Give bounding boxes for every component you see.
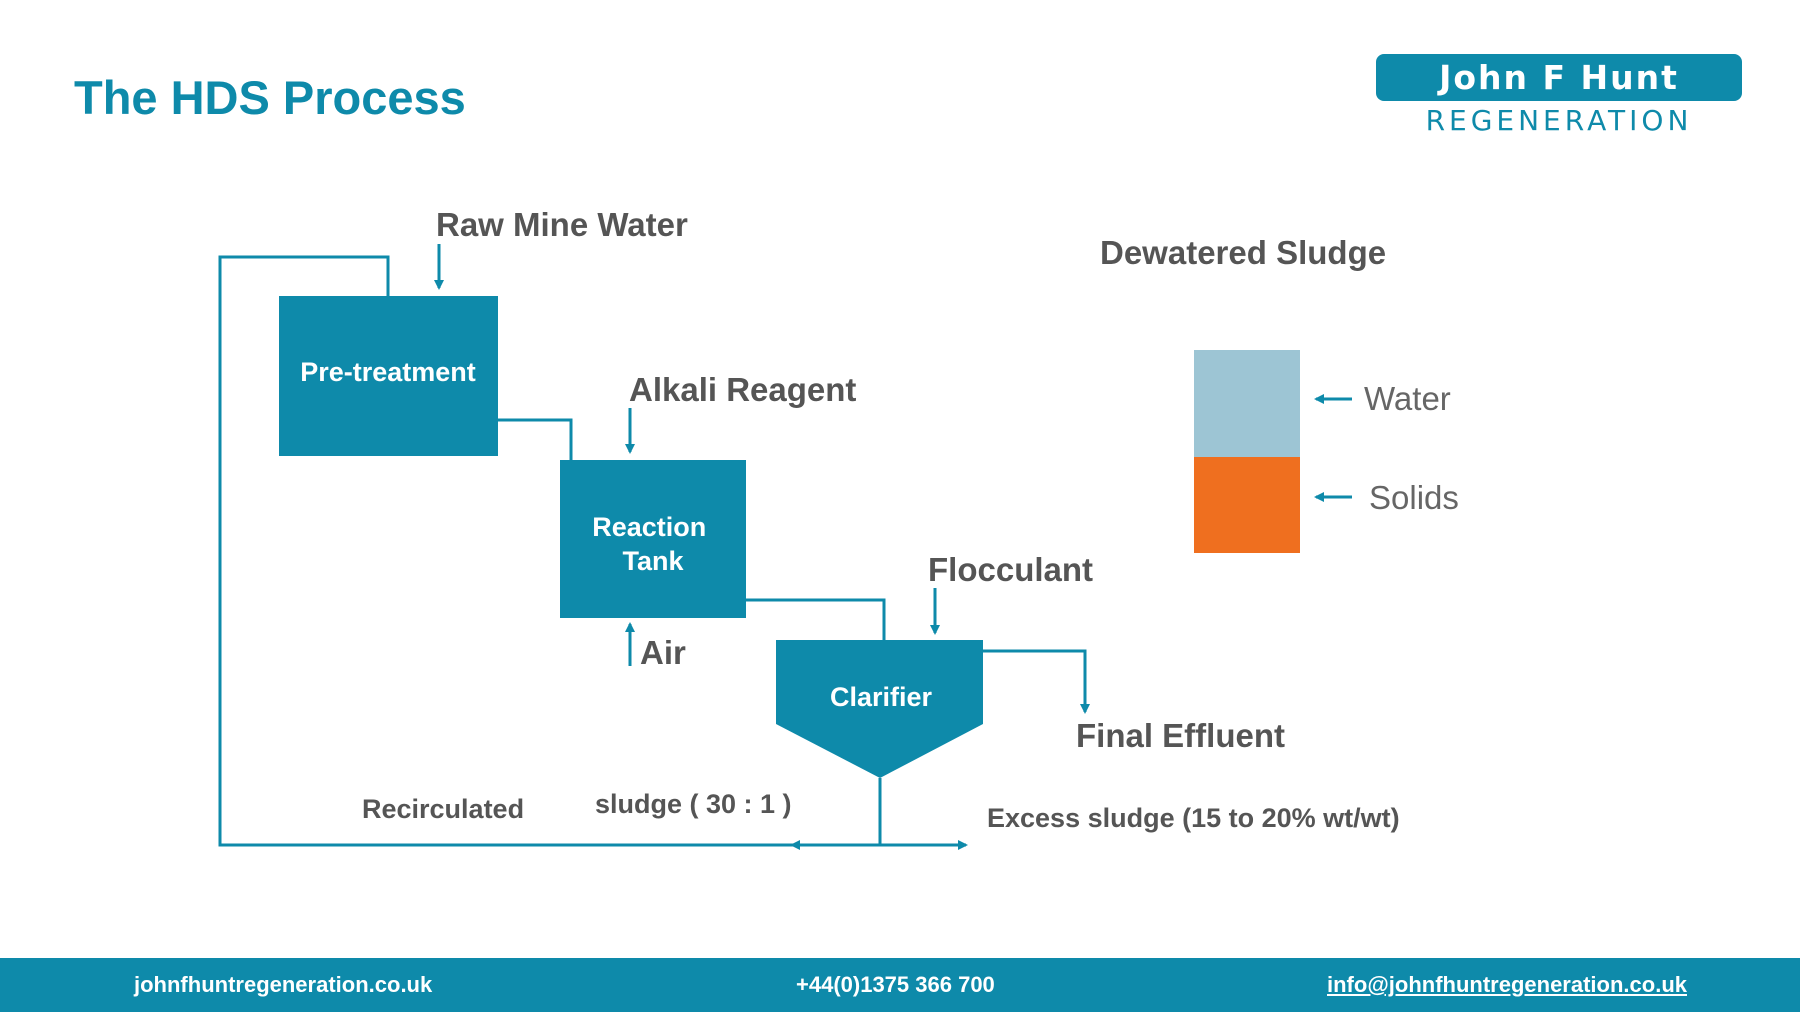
final-effluent-line: [983, 649, 1090, 714]
reaction-to-clarifier-line: [746, 598, 886, 640]
footer-website-link[interactable]: johnfhuntregeneration.co.uk: [134, 972, 433, 997]
legend-title: Dewatered Sludge: [1100, 234, 1386, 271]
alkali-reagent-label: Alkali Reagent: [629, 371, 856, 408]
excess-sludge-label: Excess sludge (15 to 20% wt/wt): [987, 803, 1400, 833]
final-effluent-label: Final Effluent: [1076, 717, 1285, 754]
solids-label: Solids: [1369, 479, 1459, 516]
footer-phone: +44(0)1375 366 700: [796, 972, 995, 997]
air-label: Air: [640, 634, 686, 671]
flocculant-label: Flocculant: [928, 551, 1093, 588]
clarifier-label: Clarifier: [830, 682, 933, 712]
pretreatment-label: Pre-treatment: [300, 357, 476, 387]
raw-mine-water-label: Raw Mine Water: [436, 206, 688, 243]
recirculated-ratio-label: sludge ( 30 : 1 ): [595, 789, 792, 819]
water-layer: [1194, 350, 1300, 457]
reaction-tank-box: [560, 460, 746, 618]
reaction-tank-label-line1: Reaction: [592, 512, 706, 542]
logo-name: John F Hunt: [1376, 54, 1742, 101]
clarifier-shape: [776, 640, 983, 778]
reaction-tank-label: Reaction Tank: [592, 512, 714, 576]
page-title: The HDS Process: [74, 71, 466, 124]
footer-email-link[interactable]: info@johnfhuntregeneration.co.uk: [1327, 972, 1687, 997]
company-logo: John F Hunt REGENERATION: [1376, 54, 1742, 140]
water-label: Water: [1364, 380, 1451, 417]
reaction-tank-label-line2: Tank: [622, 546, 684, 576]
recirculated-label: Recirculated: [362, 794, 524, 824]
pretreatment-to-reaction-line: [498, 418, 573, 460]
solids-layer: [1194, 457, 1300, 553]
hds-process-diagram: Pre-treatment Reaction Tank Clarifier Ra…: [218, 206, 1459, 850]
pretreatment-box: [279, 296, 498, 456]
logo-tagline: REGENERATION: [1425, 104, 1693, 137]
footer-bar: johnfhuntregeneration.co.uk +44(0)1375 3…: [0, 958, 1800, 1012]
recirculation-line: [218, 255, 880, 847]
